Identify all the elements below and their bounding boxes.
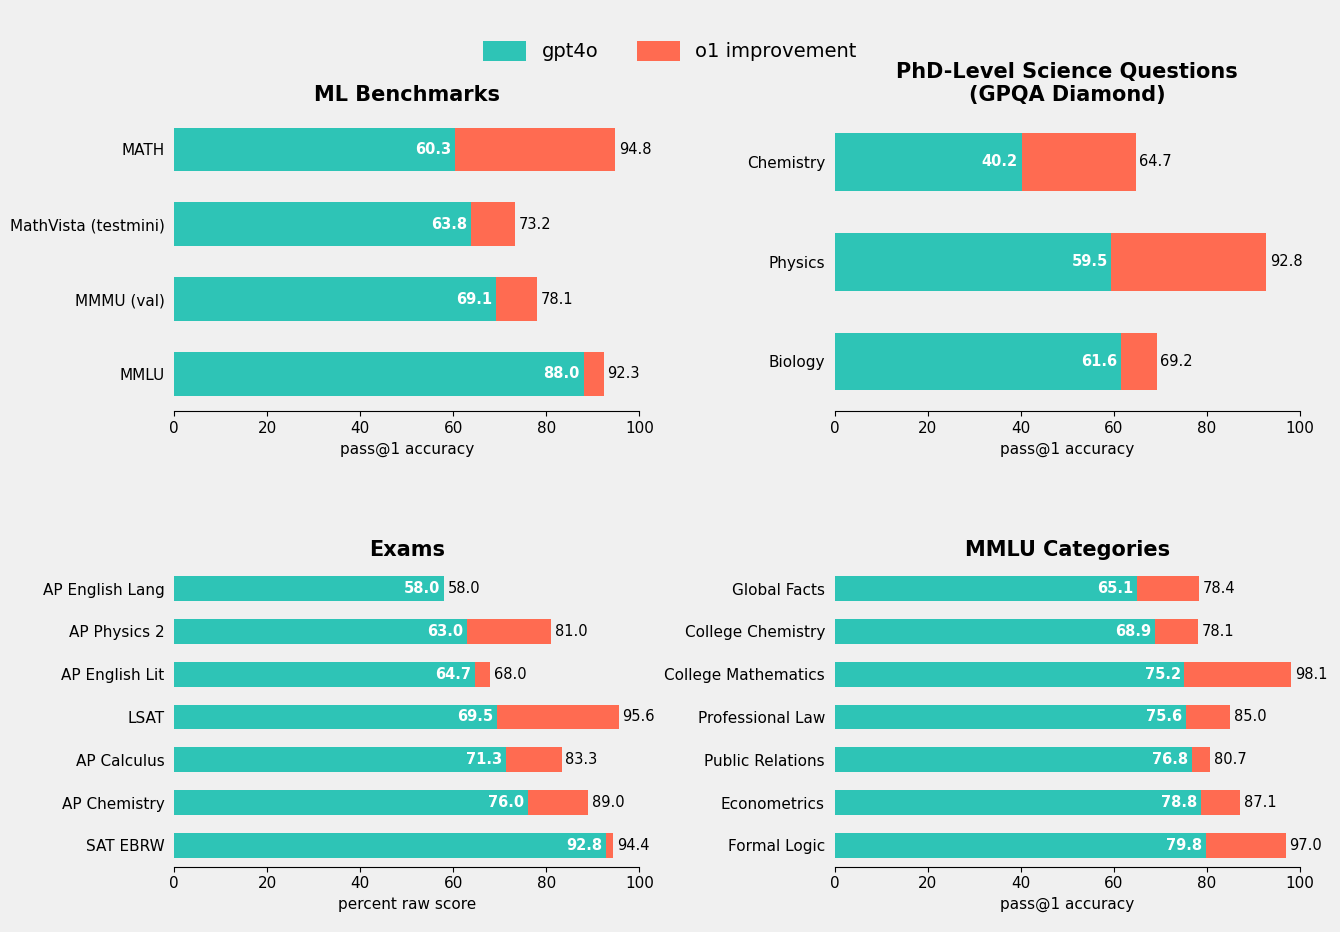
Text: 78.1: 78.1: [541, 292, 574, 307]
Text: 59.5: 59.5: [1072, 254, 1108, 269]
Text: 78.1: 78.1: [1202, 624, 1234, 638]
Bar: [583, 352, 603, 396]
Title: PhD-Level Science Questions
(GPQA Diamond): PhD-Level Science Questions (GPQA Diamon…: [896, 62, 1238, 104]
Text: 78.8: 78.8: [1162, 795, 1198, 810]
Bar: [174, 747, 505, 773]
Bar: [1155, 619, 1198, 644]
Bar: [1122, 333, 1156, 391]
Text: 60.3: 60.3: [415, 142, 452, 157]
Text: 40.2: 40.2: [982, 155, 1018, 170]
Text: 75.2: 75.2: [1144, 666, 1181, 681]
Text: 58.0: 58.0: [448, 581, 480, 596]
Bar: [835, 619, 1155, 644]
Text: 68.9: 68.9: [1115, 624, 1151, 638]
Bar: [835, 790, 1201, 815]
Bar: [174, 833, 606, 857]
Text: 78.4: 78.4: [1203, 581, 1235, 596]
Text: 64.7: 64.7: [436, 666, 472, 681]
Bar: [1186, 705, 1230, 730]
Bar: [174, 352, 583, 396]
X-axis label: pass@1 accuracy: pass@1 accuracy: [1000, 897, 1135, 912]
Bar: [468, 619, 551, 644]
Bar: [454, 128, 615, 171]
Bar: [606, 833, 614, 857]
Bar: [470, 202, 515, 246]
Title: MMLU Categories: MMLU Categories: [965, 540, 1170, 560]
Bar: [1111, 233, 1266, 291]
Bar: [497, 705, 619, 730]
Text: 58.0: 58.0: [403, 581, 441, 596]
Bar: [174, 128, 454, 171]
Text: 75.6: 75.6: [1147, 709, 1183, 724]
Bar: [528, 790, 588, 815]
Text: 80.7: 80.7: [1214, 752, 1246, 767]
Bar: [476, 662, 490, 687]
Bar: [835, 576, 1138, 601]
Text: 98.1: 98.1: [1294, 666, 1327, 681]
Text: 92.3: 92.3: [607, 366, 639, 381]
Text: 89.0: 89.0: [592, 795, 624, 810]
Text: 63.0: 63.0: [427, 624, 464, 638]
Bar: [835, 833, 1206, 857]
Bar: [835, 333, 1122, 391]
Title: ML Benchmarks: ML Benchmarks: [314, 85, 500, 104]
Text: 92.8: 92.8: [1270, 254, 1302, 269]
Bar: [835, 747, 1191, 773]
Bar: [505, 747, 561, 773]
Bar: [174, 662, 476, 687]
Bar: [1185, 662, 1290, 687]
Bar: [174, 790, 528, 815]
Bar: [174, 278, 496, 321]
Text: 83.3: 83.3: [565, 752, 598, 767]
Text: 64.7: 64.7: [1139, 155, 1172, 170]
Text: 63.8: 63.8: [431, 216, 468, 232]
Text: 94.4: 94.4: [616, 838, 650, 853]
Text: 73.2: 73.2: [519, 216, 551, 232]
Bar: [1201, 790, 1240, 815]
Bar: [835, 705, 1186, 730]
Text: 61.6: 61.6: [1081, 354, 1118, 369]
X-axis label: pass@1 accuracy: pass@1 accuracy: [1000, 442, 1135, 457]
Text: 87.1: 87.1: [1244, 795, 1276, 810]
Bar: [1021, 133, 1135, 191]
Text: 81.0: 81.0: [555, 624, 587, 638]
Text: 94.8: 94.8: [619, 142, 651, 157]
Text: 69.5: 69.5: [458, 709, 493, 724]
Text: 79.8: 79.8: [1166, 838, 1202, 853]
Text: 71.3: 71.3: [466, 752, 502, 767]
Legend: gpt4o, o1 improvement: gpt4o, o1 improvement: [476, 33, 864, 69]
Bar: [174, 202, 470, 246]
Bar: [174, 619, 468, 644]
Bar: [174, 576, 444, 601]
Bar: [835, 133, 1021, 191]
X-axis label: pass@1 accuracy: pass@1 accuracy: [339, 442, 474, 457]
Text: 68.0: 68.0: [494, 666, 527, 681]
Bar: [835, 662, 1185, 687]
X-axis label: percent raw score: percent raw score: [338, 897, 476, 912]
Text: 95.6: 95.6: [623, 709, 655, 724]
Text: 69.1: 69.1: [456, 292, 492, 307]
Bar: [174, 705, 497, 730]
Text: 88.0: 88.0: [544, 366, 580, 381]
Title: Exams: Exams: [369, 540, 445, 560]
Text: 85.0: 85.0: [1234, 709, 1266, 724]
Bar: [835, 233, 1111, 291]
Text: 69.2: 69.2: [1160, 354, 1193, 369]
Text: 76.0: 76.0: [488, 795, 524, 810]
Text: 92.8: 92.8: [565, 838, 602, 853]
Bar: [496, 278, 537, 321]
Text: 76.8: 76.8: [1152, 752, 1189, 767]
Bar: [1206, 833, 1286, 857]
Text: 65.1: 65.1: [1097, 581, 1134, 596]
Bar: [1191, 747, 1210, 773]
Text: 97.0: 97.0: [1289, 838, 1323, 853]
Bar: [1138, 576, 1199, 601]
